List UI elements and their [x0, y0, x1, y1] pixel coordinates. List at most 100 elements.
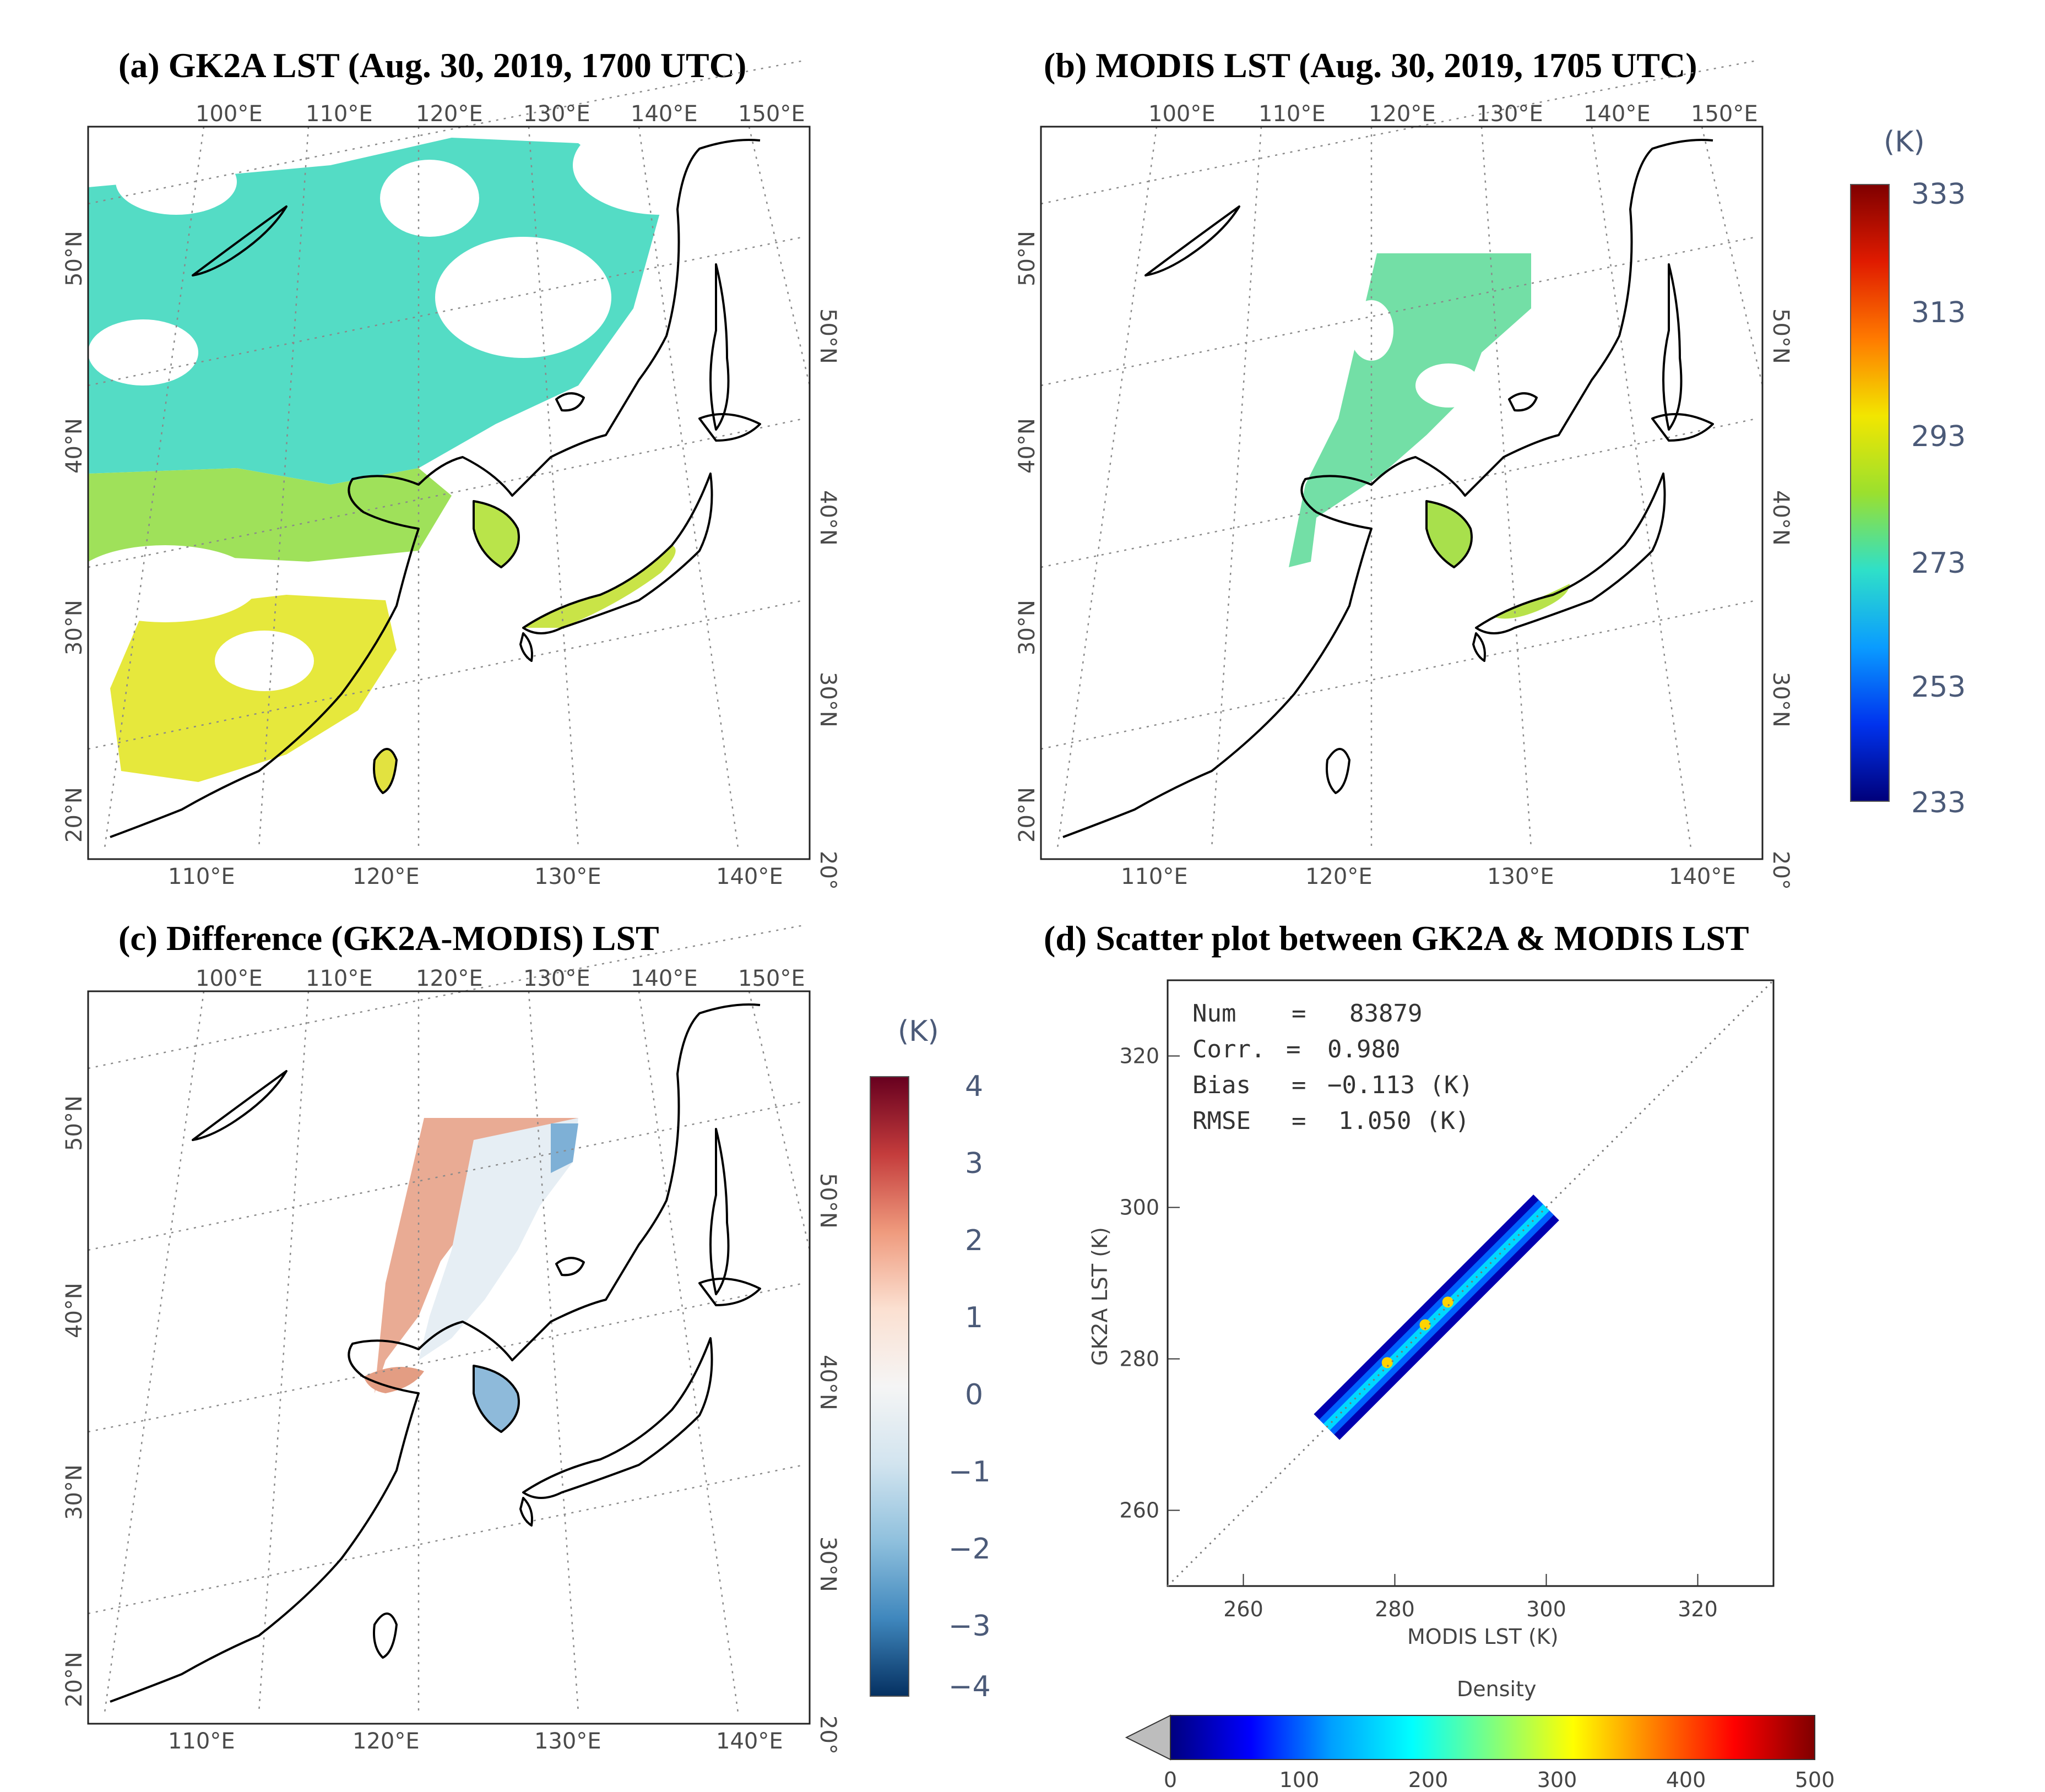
panel-c-right-ticks: 50°N 40°N 30°N 20° — [815, 1173, 840, 1755]
stats-box: Num = 83879 Corr. = 0.980 Bias = −0.113 … — [1192, 1000, 1473, 1135]
density-tick-label: 400 — [1666, 1768, 1706, 1792]
svg-text:120°E: 120°E — [1305, 864, 1373, 889]
y-tick-label: 300 — [1119, 1196, 1159, 1220]
scatter-axes: 260 280 300 320 260 280 300 320 — [1119, 979, 1775, 1621]
panel-a: (a) GK2A LST (Aug. 30, 2019, 1700 UTC) — [62, 46, 840, 890]
svg-text:=: = — [1292, 1071, 1306, 1099]
svg-text:130°E: 130°E — [1487, 864, 1554, 889]
diff-colorbar: (K) 4 3 2 1 0 −1 −2 −3 −4 — [870, 1015, 991, 1703]
svg-text:−1: −1 — [948, 1456, 991, 1489]
scatter-ylabel: GK2A LST (K) — [1088, 1227, 1112, 1366]
svg-text:233: 233 — [1911, 786, 1966, 819]
svg-text:130°E: 130°E — [523, 101, 590, 127]
x-tick-label: 260 — [1223, 1597, 1263, 1621]
svg-text:=: = — [1292, 1000, 1306, 1028]
svg-text:50°N: 50°N — [815, 1173, 840, 1229]
panel-b-top-ticks: 100°E 110°E 120°E 130°E 140°E 150°E — [1148, 101, 1758, 127]
svg-text:273: 273 — [1911, 547, 1966, 580]
y-tick-label: 320 — [1119, 1044, 1159, 1068]
one-to-one-line — [1167, 979, 1775, 1587]
density-cloud-inner — [1323, 1204, 1550, 1431]
svg-text:110°E: 110°E — [306, 966, 373, 991]
cloud-mask — [72, 116, 749, 691]
svg-text:20°N: 20°N — [62, 787, 87, 843]
density-core-point — [1419, 1319, 1431, 1331]
svg-text:40°N: 40°N — [62, 1283, 87, 1338]
svg-text:50°N: 50°N — [62, 231, 87, 286]
svg-text:120°E: 120°E — [416, 966, 483, 991]
diff-colorbar-unit: (K) — [898, 1015, 939, 1048]
y-tick-label: 280 — [1119, 1347, 1159, 1371]
svg-text:50°N: 50°N — [815, 308, 840, 364]
svg-text:40°N: 40°N — [62, 418, 87, 474]
lst-colorbar-unit: (K) — [1884, 126, 1925, 159]
density-tick-label: 200 — [1408, 1768, 1449, 1792]
diff-shandong — [364, 1367, 424, 1393]
svg-text:−4: −4 — [948, 1670, 991, 1703]
svg-text:120°E: 120°E — [416, 101, 483, 127]
svg-text:1: 1 — [965, 1301, 983, 1334]
svg-text:40°N: 40°N — [1768, 490, 1793, 546]
stat-num-label: Num — [1192, 1000, 1236, 1028]
panel-c-top-ticks: 100°E 110°E 120°E 130°E 140°E 150°E — [196, 966, 805, 991]
svg-text:130°E: 130°E — [534, 1729, 601, 1754]
x-tick-label: 280 — [1375, 1597, 1415, 1621]
svg-text:=: = — [1292, 1107, 1306, 1135]
svg-text:40°N: 40°N — [1015, 418, 1040, 474]
panel-b-bottom-ticks: 110°E 120°E 130°E 140°E — [1121, 864, 1736, 889]
stat-corr-label: Corr. — [1192, 1035, 1265, 1063]
svg-text:50°N: 50°N — [1768, 308, 1793, 364]
panel-c: (c) Difference (GK2A-MODIS) LST 100°E 11… — [62, 919, 840, 1755]
svg-text:−3: −3 — [948, 1610, 991, 1643]
svg-text:120°E: 120°E — [352, 864, 420, 889]
panel-b-left-ticks: 50°N 40°N 30°N 20°N — [1015, 231, 1040, 843]
stat-bias-value: −0.113 (K) — [1327, 1071, 1473, 1099]
svg-text:40°N: 40°N — [815, 1355, 840, 1410]
svg-text:130°E: 130°E — [1476, 101, 1543, 127]
y-tick-label: 260 — [1119, 1498, 1159, 1523]
svg-text:20°: 20° — [1768, 851, 1793, 890]
density-tick-label: 300 — [1537, 1768, 1577, 1792]
panel-b-title: (b) MODIS LST (Aug. 30, 2019, 1705 UTC) — [1044, 46, 1697, 85]
svg-text:130°E: 130°E — [534, 864, 601, 889]
svg-text:30°N: 30°N — [62, 1464, 87, 1520]
stat-corr-value: 0.980 — [1327, 1035, 1400, 1063]
svg-text:140°E: 140°E — [1583, 101, 1651, 127]
modis-swath — [1289, 253, 1531, 567]
svg-text:50°N: 50°N — [62, 1095, 87, 1151]
svg-text:110°E: 110°E — [306, 101, 373, 127]
svg-text:110°E: 110°E — [168, 1729, 235, 1754]
stat-bias-label: Bias — [1192, 1071, 1251, 1099]
panel-c-title: (c) Difference (GK2A-MODIS) LST — [118, 919, 659, 958]
lst-field-north — [88, 138, 661, 485]
svg-text:100°E: 100°E — [196, 101, 263, 127]
x-tick-label: 320 — [1678, 1597, 1718, 1621]
svg-text:30°N: 30°N — [815, 1536, 840, 1592]
svg-text:110°E: 110°E — [1259, 101, 1326, 127]
svg-text:−2: −2 — [948, 1533, 991, 1566]
svg-text:4: 4 — [965, 1070, 983, 1103]
svg-text:150°E: 150°E — [738, 966, 805, 991]
svg-text:110°E: 110°E — [168, 864, 235, 889]
svg-text:30°N: 30°N — [1768, 672, 1793, 727]
svg-text:20°N: 20°N — [62, 1652, 87, 1707]
svg-text:30°N: 30°N — [62, 600, 87, 655]
modis-cloud-mask — [1349, 300, 1482, 408]
svg-text:120°E: 120°E — [352, 1729, 420, 1754]
svg-text:333: 333 — [1911, 178, 1966, 211]
svg-text:313: 313 — [1911, 296, 1966, 329]
panel-b-right-ticks: 50°N 40°N 30°N 20° — [1768, 308, 1793, 890]
svg-text:150°E: 150°E — [738, 101, 805, 127]
svg-text:140°E: 140°E — [716, 864, 783, 889]
diff-swath-cool — [551, 1123, 578, 1173]
svg-text:0: 0 — [965, 1378, 983, 1411]
svg-text:293: 293 — [1911, 420, 1966, 453]
density-tick-label: 0 — [1164, 1768, 1177, 1792]
svg-text:150°E: 150°E — [1691, 101, 1758, 127]
panel-a-top-ticks: 100°E 110°E 120°E 130°E 140°E 150°E — [196, 101, 805, 127]
stat-num-value: 83879 — [1349, 1000, 1422, 1028]
svg-text:20°N: 20°N — [1015, 787, 1040, 843]
scatter-plot-area — [1167, 979, 1775, 1587]
diff-swath-neutral — [419, 1118, 578, 1360]
